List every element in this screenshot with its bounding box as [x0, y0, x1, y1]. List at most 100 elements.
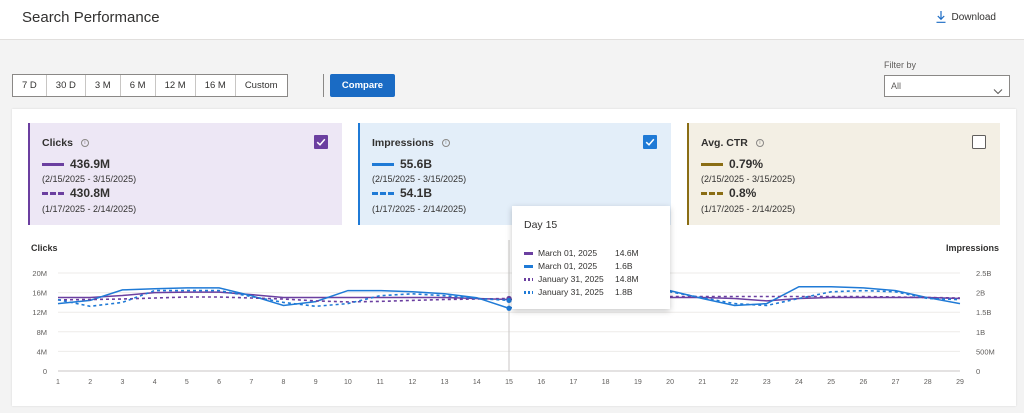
x-tick-label: 1: [56, 379, 60, 386]
ctr-card-title: Avg. CTR: [701, 137, 748, 149]
series-point-1: [506, 305, 512, 311]
impressions-current-range: (2/15/2025 - 3/15/2025): [372, 174, 467, 184]
range-12m-button[interactable]: 12 M: [155, 75, 196, 96]
tooltip-value: 1.6B: [615, 261, 633, 271]
filter-dropdown[interactable]: All: [884, 75, 1010, 97]
impressions-previous-swatch: [372, 191, 394, 195]
toolbar-divider: [323, 74, 324, 97]
impressions-previous-value: 54.1B: [400, 186, 433, 200]
x-tick-label: 10: [344, 379, 352, 386]
ctr-previous-swatch: [701, 191, 723, 195]
page-title: Search Performance: [22, 9, 160, 26]
x-tick-label: 12: [408, 379, 416, 386]
tooltip-swatch: [524, 290, 533, 294]
tooltip-row: January 31, 2025 1.8B: [524, 287, 664, 297]
range-16m-button[interactable]: 16 M: [195, 75, 236, 96]
x-tick-label: 24: [795, 379, 803, 386]
tooltip-swatch: [524, 264, 533, 268]
x-tick-label: 3: [120, 379, 124, 386]
x-tick-label: 17: [570, 379, 578, 386]
download-label: Download: [951, 11, 996, 23]
clicks-previous-value: 430.8M: [70, 186, 111, 200]
x-tick-label: 19: [634, 379, 642, 386]
impressions-checkbox[interactable]: [643, 135, 657, 149]
tooltip-row: March 01, 2025 14.6M: [524, 248, 664, 258]
chevron-down-icon: [993, 82, 1003, 102]
x-tick-label: 20: [666, 379, 674, 386]
x-tick-label: 27: [892, 379, 900, 386]
y-axis-title-right: Impressions: [946, 243, 1000, 253]
y-tick-label-left: 8M: [37, 328, 47, 337]
y-tick-label-left: 16M: [32, 289, 47, 298]
info-icon[interactable]: i: [80, 139, 89, 147]
compare-button[interactable]: Compare: [330, 74, 395, 97]
x-tick-label: 14: [473, 379, 481, 386]
x-tick-label: 26: [859, 379, 867, 386]
y-tick-label-left: 12M: [32, 308, 47, 317]
filter-value: All: [891, 81, 902, 91]
info-icon[interactable]: i: [441, 139, 450, 147]
clicks-current-swatch: [42, 162, 64, 166]
filter-label: Filter by: [884, 60, 917, 70]
x-tick-label: 22: [731, 379, 739, 386]
range-7d-button[interactable]: 7 D: [13, 75, 47, 96]
x-tick-label: 11: [377, 379, 384, 386]
impressions-current-value: 55.6B: [400, 157, 433, 171]
y-tick-label-right: 1.5B: [976, 308, 991, 317]
x-tick-label: 6: [217, 379, 221, 386]
x-tick-label: 2: [88, 379, 92, 386]
y-tick-label-right: 500M: [976, 347, 995, 356]
x-tick-label: 21: [698, 379, 706, 386]
tooltip-date: January 31, 2025: [538, 274, 604, 284]
impressions-previous-range: (1/17/2025 - 2/14/2025): [372, 204, 467, 214]
y-tick-label-left: 0: [43, 367, 47, 376]
tooltip-date: January 31, 2025: [538, 287, 604, 297]
tooltip-row: March 01, 2025 1.6B: [524, 261, 664, 271]
ctr-current-range: (2/15/2025 - 3/15/2025): [701, 174, 796, 184]
series-point-3: [506, 297, 512, 304]
x-tick-label: 9: [314, 379, 318, 386]
date-range-group: 7 D 30 D 3 M 6 M 12 M 16 M Custom: [12, 74, 288, 97]
y-tick-label-right: 2B: [976, 289, 985, 298]
clicks-checkbox[interactable]: [314, 135, 328, 149]
ctr-previous-value: 0.8%: [729, 186, 757, 200]
x-tick-label: 7: [249, 379, 253, 386]
page-header: Search Performance Download: [0, 0, 1024, 40]
clicks-current-range: (2/15/2025 - 3/15/2025): [42, 174, 137, 184]
x-tick-label: 16: [537, 379, 545, 386]
tooltip-value: 1.8B: [615, 287, 633, 297]
tooltip-title: Day 15: [524, 219, 558, 231]
y-tick-label-left: 20M: [32, 269, 47, 278]
x-tick-label: 5: [185, 379, 189, 386]
x-tick-label: 13: [441, 379, 449, 386]
tooltip-value: 14.8M: [615, 274, 639, 284]
range-30d-button[interactable]: 30 D: [46, 75, 86, 96]
ctr-checkbox[interactable]: [972, 135, 986, 149]
range-3m-button[interactable]: 3 M: [85, 75, 121, 96]
clicks-current-value: 436.9M: [70, 157, 111, 171]
chart-tooltip: Day 15 March 01, 2025 14.6M March 01, 20…: [512, 206, 670, 309]
tooltip-swatch: [524, 251, 533, 255]
x-tick-label: 8: [282, 379, 286, 386]
clicks-card[interactable]: Clicks i 436.9M (2/15/2025 - 3/15/2025) …: [28, 123, 342, 225]
x-tick-label: 15: [505, 379, 513, 386]
clicks-previous-range: (1/17/2025 - 2/14/2025): [42, 204, 137, 214]
download-button[interactable]: Download: [936, 11, 996, 23]
x-tick-label: 28: [924, 379, 932, 386]
tooltip-date: March 01, 2025: [538, 261, 598, 271]
range-6m-button[interactable]: 6 M: [120, 75, 156, 96]
ctr-previous-range: (1/17/2025 - 2/14/2025): [701, 204, 796, 214]
x-tick-label: 18: [602, 379, 610, 386]
y-tick-label-right: 2.5B: [976, 269, 991, 278]
y-tick-label-left: 4M: [37, 347, 47, 356]
range-custom-button[interactable]: Custom: [235, 75, 287, 96]
tooltip-swatch: [524, 277, 533, 281]
ctr-card[interactable]: Avg. CTR i 0.79% (2/15/2025 - 3/15/2025)…: [687, 123, 1000, 225]
y-tick-label-right: 1B: [976, 328, 985, 337]
y-tick-label-right: 0: [976, 367, 980, 376]
impressions-current-swatch: [372, 162, 394, 166]
tooltip-date: March 01, 2025: [538, 248, 598, 258]
info-icon[interactable]: i: [755, 139, 764, 147]
clicks-previous-swatch: [42, 191, 64, 195]
